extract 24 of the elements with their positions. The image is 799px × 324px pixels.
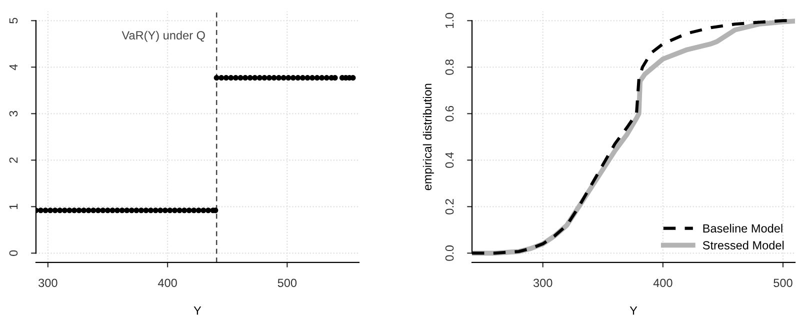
y-tick-label: 3: [9, 110, 18, 116]
x-tick-label: 500: [278, 278, 297, 288]
y-tick-label: 1: [9, 204, 18, 210]
y-tick-label: 0.8: [445, 59, 454, 75]
legend-label: Stressed Model: [702, 240, 784, 250]
y-tick-label: 5: [9, 18, 18, 24]
ref-line-label: VaR(Y) under Q: [122, 30, 205, 42]
y-tick-label: 0.4: [445, 152, 454, 168]
x-tick-label: 500: [774, 278, 792, 288]
x-axis-title: Y: [194, 306, 202, 315]
y-axis-title: empirical distribution: [422, 84, 434, 190]
x-tick-label: 400: [653, 278, 672, 288]
legend-label: Baseline Model: [703, 224, 782, 233]
x-tick-label: 300: [533, 278, 552, 288]
x-tick-label: 300: [38, 278, 58, 288]
y-tick-label: 2: [9, 157, 18, 163]
y-tick-label: 0.0: [445, 245, 454, 261]
y-tick-label: 4: [9, 64, 18, 70]
x-axis-title: Y: [630, 306, 638, 315]
y-tick-label: 1.0: [445, 12, 454, 28]
x-tick-label: 400: [158, 278, 177, 288]
y-tick-label: 0.2: [445, 199, 454, 214]
y-tick-label: 0.6: [445, 106, 454, 122]
y-tick-label: 0: [9, 250, 18, 256]
